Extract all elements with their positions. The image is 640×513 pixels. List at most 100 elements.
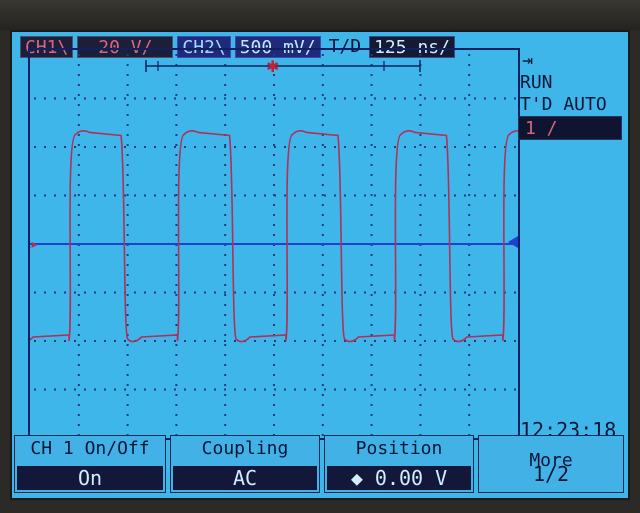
grid-dot: [321, 204, 324, 206]
grid-dot: [370, 304, 373, 306]
grid-dot: [84, 97, 86, 100]
grid-dot: [184, 97, 186, 100]
grid-dot: [304, 291, 306, 294]
softkey-ch1-onoff[interactable]: CH 1 On/Off On: [14, 435, 166, 493]
grid-dot: [454, 388, 456, 391]
grid-dot: [394, 388, 396, 391]
grid-dot: [419, 74, 422, 76]
grid-dot: [370, 134, 373, 136]
grid-dot: [321, 214, 324, 216]
grid-dot: [204, 340, 206, 342]
grid-dot: [94, 97, 96, 100]
grid-dot: [273, 124, 275, 126]
grid-dot: [419, 314, 422, 316]
grid-dot: [273, 394, 275, 396]
grid-dot: [175, 154, 178, 156]
grid-dot: [321, 134, 324, 136]
grid-dot: [370, 294, 373, 296]
grid-dot: [175, 264, 178, 266]
grid-dot: [126, 304, 129, 306]
grid-dot: [314, 194, 316, 197]
grid-dot: [321, 84, 324, 86]
grid-dot: [504, 340, 506, 342]
grid-dot: [468, 334, 471, 336]
grid-dot: [514, 194, 516, 197]
grid-dot: [224, 294, 227, 296]
ch2-level-marker: [508, 236, 518, 248]
grid-dot: [175, 304, 178, 306]
grid-dot: [321, 64, 324, 66]
grid-dot: [273, 324, 275, 326]
grid-dot: [64, 194, 66, 197]
grid-dot: [304, 146, 306, 148]
grid-dot: [273, 234, 275, 236]
grid-dot: [77, 324, 80, 326]
grid-dot: [77, 334, 80, 336]
grid-dot: [204, 97, 206, 100]
grid-dot: [126, 174, 129, 176]
grid-dot: [468, 134, 471, 136]
run-arrow-icon: ⇥: [522, 50, 533, 71]
grid-dot: [126, 414, 129, 416]
grid-dot: [264, 291, 266, 294]
softkey-more[interactable]: More 1/2: [478, 435, 624, 493]
grid-dot: [273, 294, 275, 296]
grid-dot: [444, 146, 446, 148]
grid-dot: [144, 97, 146, 100]
grid-dot: [126, 164, 129, 166]
grid-dot: [354, 146, 356, 148]
grid-dot: [419, 114, 422, 116]
grid-dot: [77, 314, 80, 316]
grid-dot: [273, 144, 275, 146]
grid-dot: [321, 324, 324, 326]
grid-dot: [224, 114, 227, 116]
grid-dot: [175, 424, 178, 426]
grid-dot: [494, 291, 496, 294]
trigger-star-icon: ✱: [266, 57, 279, 76]
grid-dot: [126, 284, 129, 286]
softkey-position[interactable]: Position ◆ 0.00 V: [324, 435, 474, 493]
grid-dot: [175, 274, 178, 276]
grid-dot: [274, 97, 276, 100]
grid-dot: [334, 340, 336, 342]
grid-dot: [54, 146, 56, 148]
grid-dot: [126, 134, 129, 136]
softkey-coupling[interactable]: Coupling AC: [170, 435, 320, 493]
grid-dot: [484, 291, 486, 294]
grid-dot: [434, 388, 436, 391]
grid-dot: [514, 291, 516, 294]
grid-dot: [321, 104, 324, 106]
grid-dot: [424, 340, 426, 342]
grid-dot: [370, 254, 373, 256]
grid-dot: [464, 146, 466, 148]
grid-dot: [234, 194, 236, 197]
grid-dot: [204, 291, 206, 294]
grid-dot: [175, 54, 178, 56]
grid-dot: [419, 264, 422, 266]
grid-dot: [126, 204, 129, 206]
grid-dot: [334, 97, 336, 100]
grid-dot: [464, 97, 466, 100]
grid-dot: [126, 194, 129, 196]
grid-dot: [494, 97, 496, 100]
grid-dot: [214, 291, 216, 294]
grid-dot: [334, 194, 336, 197]
grid-dot: [184, 388, 186, 391]
grid-dot: [304, 340, 306, 342]
grid-dot: [34, 194, 36, 197]
grid-dot: [126, 214, 129, 216]
grid-dot: [44, 340, 46, 342]
grid-dot: [384, 194, 386, 197]
grid-dot: [77, 64, 80, 66]
grid-dot: [370, 364, 373, 366]
grid-dot: [304, 388, 306, 391]
grid-dot: [77, 124, 80, 126]
grid-dot: [234, 146, 236, 148]
grid-dot: [494, 194, 496, 197]
scope-screen: [10, 30, 630, 500]
grid-dot: [321, 434, 324, 436]
grid-dot: [175, 94, 178, 96]
softkey-ch1-onoff-label: CH 1 On/Off: [30, 438, 150, 459]
grid-dot: [154, 388, 156, 391]
grid-dot: [324, 388, 326, 391]
